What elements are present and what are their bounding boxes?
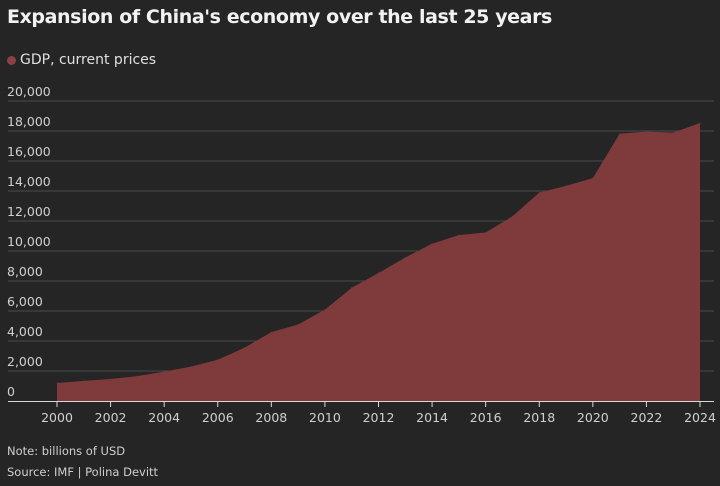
data-point-2021: [619, 133, 621, 135]
x-tick-label-2020: 2020: [577, 410, 609, 425]
x-tick-label-2002: 2002: [95, 410, 127, 425]
y-axis-labels: 0 2,000 4,000 6,000 8,000 10,000 12,000 14,000 1…: [7, 84, 51, 399]
data-point-2016: [485, 232, 487, 234]
plot-area: [56, 122, 701, 402]
x-tick-label-2010: 2010: [309, 410, 341, 425]
data-point-2019: [565, 185, 567, 187]
y-tick-label-0: 0: [7, 384, 15, 399]
x-tick-label-2004: 2004: [148, 410, 180, 425]
legend-swatch-gdp: [7, 55, 16, 65]
data-point-2023: [672, 132, 674, 134]
legend-label-gdp: GDP, current prices: [20, 52, 157, 68]
data-point-2007: [244, 347, 246, 349]
y-tick-label-2000: 2,000: [7, 354, 43, 369]
data-point-2010: [324, 309, 326, 311]
source-credit: Source: IMF | Polina Devitt: [7, 465, 159, 479]
x-tick-label-2012: 2012: [363, 410, 395, 425]
data-point-2004: [163, 371, 165, 373]
data-point-2000: [56, 382, 58, 384]
data-point-2009: [297, 324, 299, 325]
y-tick-label-16000: 16,000: [7, 144, 51, 159]
data-point-2006: [217, 359, 219, 361]
x-tick-label-2018: 2018: [523, 410, 555, 425]
y-tick-label-6000: 6,000: [7, 294, 43, 309]
x-tick-label-2014: 2014: [416, 410, 448, 425]
y-tick-label-10000: 10,000: [7, 234, 51, 249]
y-tick-label-18000: 18,000: [7, 114, 51, 129]
x-tick-label-2022: 2022: [631, 410, 663, 425]
data-point-2005: [190, 366, 192, 368]
data-point-2015: [458, 234, 460, 236]
x-tick-label-2000: 2000: [41, 410, 73, 425]
data-point-2020: [592, 177, 594, 179]
chart-title: Expansion of China's economy over the la…: [7, 6, 552, 28]
x-tick-label-2024: 2024: [684, 410, 716, 425]
gdp-area: [57, 123, 700, 402]
y-tick-label-20000: 20,000: [7, 84, 51, 99]
data-point-2024: [699, 122, 701, 124]
data-point-2011: [351, 287, 353, 289]
data-point-2018: [538, 192, 540, 194]
data-point-2014: [431, 243, 433, 245]
x-tick-label-2008: 2008: [255, 410, 287, 425]
data-point-2008: [270, 331, 272, 333]
data-point-2003: [136, 375, 138, 377]
data-point-2002: [110, 378, 112, 380]
x-tick-label-2016: 2016: [470, 410, 502, 425]
footnote: Note: billions of USD: [7, 444, 126, 458]
x-axis: 2000 2002 2004 2006 2008 2010 2012 2014 2016 2018…: [8, 401, 716, 425]
data-point-2017: [511, 215, 513, 217]
data-point-2012: [378, 272, 379, 274]
legend: GDP, current prices: [7, 52, 156, 68]
data-point-2013: [404, 256, 406, 258]
y-tick-label-12000: 12,000: [7, 204, 51, 219]
x-tick-label-2006: 2006: [202, 410, 234, 425]
y-tick-label-14000: 14,000: [7, 174, 51, 189]
y-tick-label-4000: 4,000: [7, 324, 43, 339]
data-point-2022: [645, 131, 647, 133]
data-point-2001: [83, 380, 85, 382]
y-tick-label-8000: 8,000: [7, 264, 43, 279]
